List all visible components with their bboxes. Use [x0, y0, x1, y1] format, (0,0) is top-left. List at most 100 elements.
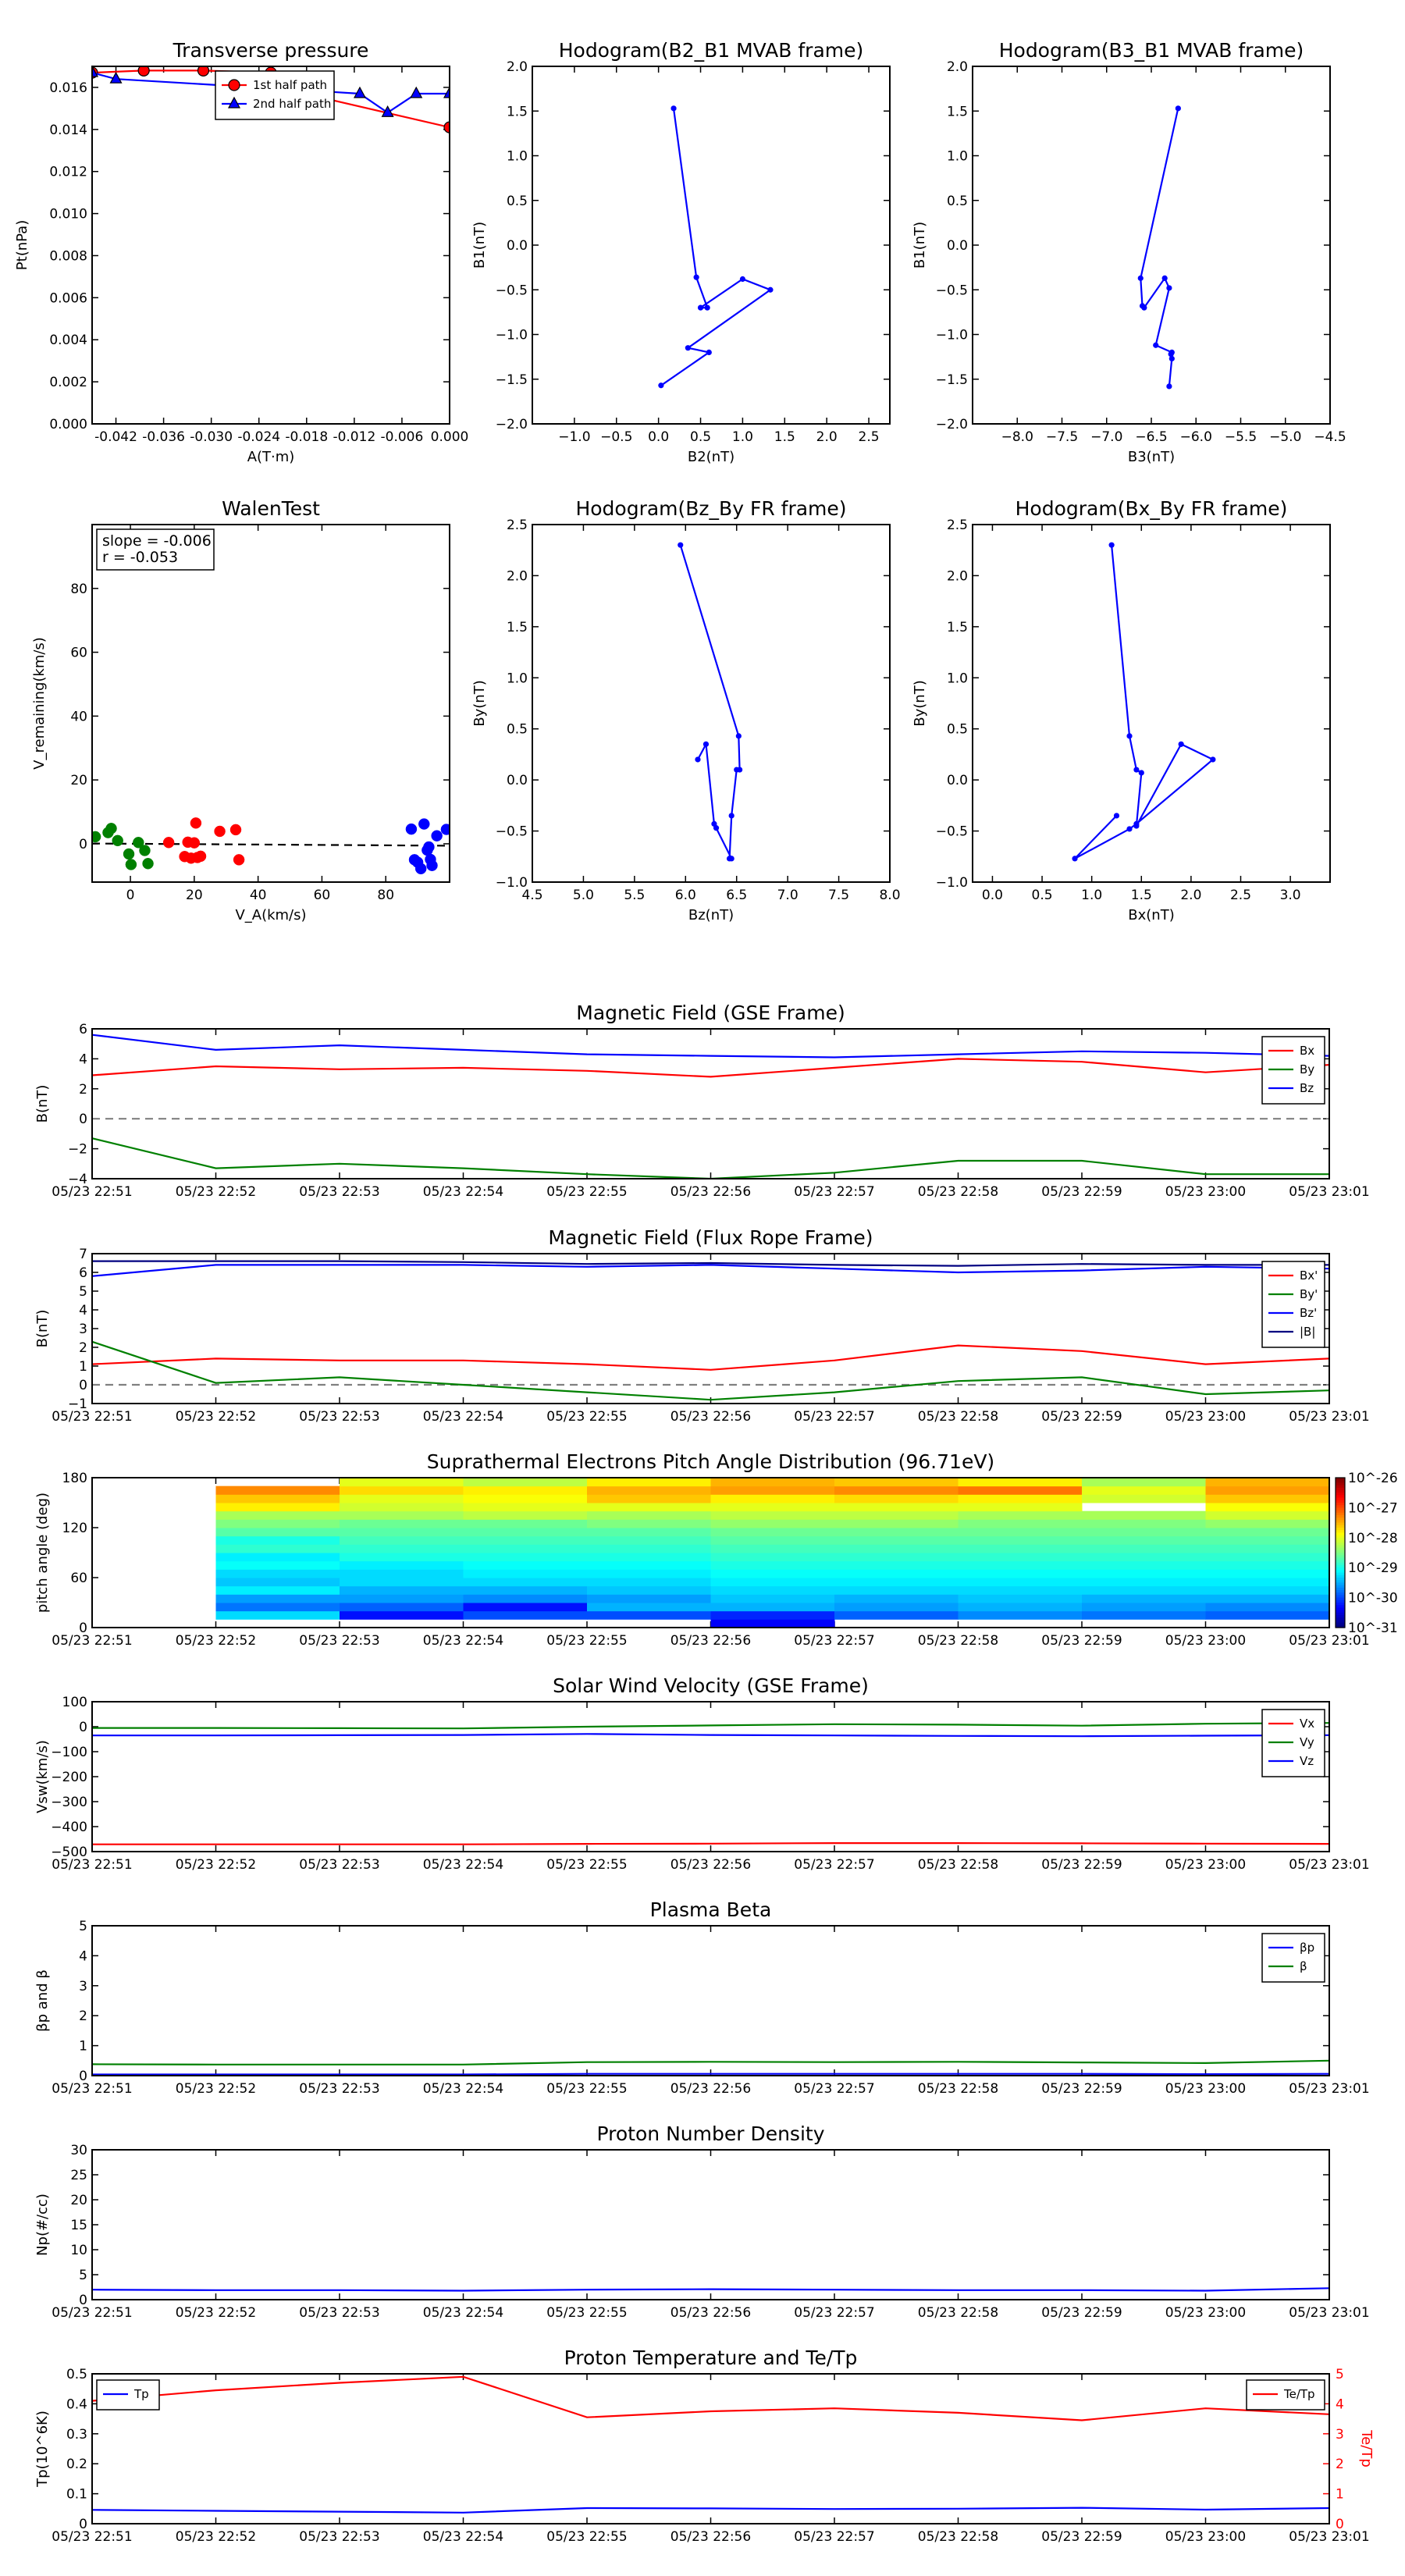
x-tick-label: 05/23 23:01: [1289, 2305, 1369, 2321]
data-point: [1178, 741, 1184, 747]
colorbar-segment: [1336, 1540, 1345, 1543]
x-tick-label: −6.0: [1180, 429, 1212, 445]
x-tick-label: 05/23 23:00: [1165, 1633, 1246, 1649]
x-tick-label: 05/23 22:53: [299, 2529, 379, 2545]
y-axis-label: pitch angle (deg): [34, 1493, 51, 1613]
y-axis-label: V_remaining(km/s): [31, 637, 48, 770]
heatmap-cell: [834, 1560, 959, 1570]
heatmap-cell: [463, 1519, 588, 1528]
heatmap-cell: [1205, 1594, 1330, 1603]
x-tick-label: 05/23 23:00: [1165, 1409, 1246, 1425]
colorbar-segment: [1336, 1487, 1345, 1491]
x-tick-label: 05/23 22:59: [1041, 1184, 1122, 1200]
colorbar-segment: [1336, 1560, 1345, 1564]
panel-title: Transverse pressure: [173, 39, 369, 62]
heatmap-cell: [710, 1494, 835, 1503]
heatmap-cell: [1205, 1494, 1330, 1503]
heatmap-cell: [958, 1560, 1083, 1570]
colorbar-segment: [1336, 1565, 1345, 1568]
heatmap-cell: [1205, 1535, 1330, 1545]
y-tick-label: 2.0: [507, 59, 528, 75]
x-tick-label: 05/23 22:55: [546, 1857, 627, 1873]
heatmap-cell: [834, 1478, 959, 1487]
legend-label: Bx: [1300, 1044, 1314, 1058]
x-tick-label: 05/23 22:51: [52, 1857, 132, 1873]
y-tick-label: −1.5: [936, 372, 968, 388]
x-tick-label: −0.5: [600, 429, 632, 445]
heatmap-cell: [834, 1519, 959, 1528]
x-tick-label: 2.0: [816, 429, 838, 445]
x-tick-label: 0.0: [648, 429, 669, 445]
plot-frame: [91, 1701, 1330, 1852]
x-tick-label: −7.5: [1046, 429, 1078, 445]
heatmap-cell: [340, 1510, 464, 1520]
heatmap-cell: [340, 1485, 464, 1495]
heatmap-cell: [1082, 1519, 1206, 1528]
y-tick-label: 6: [79, 1265, 87, 1281]
y-tick-label: −1: [68, 1397, 87, 1412]
y-tick-label: 0.006: [49, 290, 87, 306]
panel-magnetic_field_gse: Magnetic Field (GSE Frame) 05/23 22:51 05/…: [34, 1002, 1370, 1200]
x-tick-label: 05/23 23:00: [1165, 1184, 1246, 1200]
heatmap-cell: [1082, 1528, 1206, 1537]
y-tick-label: 0.5: [507, 194, 528, 209]
heatmap-cell: [1082, 1535, 1206, 1545]
heatmap-cell: [215, 1485, 340, 1495]
colorbar-segment: [1336, 1607, 1345, 1611]
data-point: [1175, 105, 1181, 112]
heatmap-cell: [834, 1510, 959, 1520]
colorbar-segment: [1336, 1525, 1345, 1528]
data-point: [197, 66, 210, 76]
x-tick-label: 05/23 22:59: [1041, 1409, 1122, 1425]
colorbar-segment: [1336, 1507, 1345, 1511]
colorbar-segment: [1336, 1624, 1345, 1628]
series-line: [92, 1722, 1329, 1730]
heatmap-cell: [958, 1494, 1083, 1503]
x-tick-label: 05/23 22:56: [670, 2081, 751, 2097]
y-axis-label: βp and β: [34, 1969, 51, 2032]
y-tick-label: 1: [79, 2039, 87, 2055]
colorbar-label: 10^-29: [1348, 1560, 1398, 1576]
colorbar-segment: [1336, 1612, 1345, 1616]
heatmap-cell: [587, 1478, 711, 1487]
legend-marker: [228, 79, 240, 91]
legend-label: By: [1300, 1062, 1314, 1076]
heatmap-cell: [1082, 1603, 1206, 1612]
heatmap-cell: [463, 1610, 588, 1620]
x-tick-label: 05/23 22:54: [423, 2529, 503, 2545]
panel-hodogram_b3_b1: Hodogram(B3_B1 MVAB frame) −8.0 −7.5 −7.0 −6…: [912, 39, 1346, 465]
colorbar-segment: [1336, 1482, 1345, 1486]
colorbar-segment: [1336, 1510, 1345, 1514]
heatmap-cell: [834, 1585, 959, 1595]
heatmap-cell: [1082, 1560, 1206, 1570]
panel-walen_test: WalenTest 0 20 40 60 80 0 20 40 60 80 V_A(km/s) V_re…: [31, 497, 450, 923]
data-point: [229, 824, 242, 836]
heatmap-cell: [710, 1603, 835, 1612]
x-tick-label: 05/23 22:57: [794, 1633, 874, 1649]
heatmap-cell: [710, 1594, 835, 1603]
data-point: [353, 86, 366, 98]
heatmap-cell: [587, 1585, 711, 1595]
series-line: [92, 1264, 1329, 1277]
y-axis-label: Tp(10^6K): [34, 2411, 51, 2488]
x-tick-label: 05/23 23:01: [1289, 2081, 1369, 2097]
colorbar-segment: [1336, 1537, 1345, 1541]
heatmap-cell: [587, 1510, 711, 1520]
heatmap-cell: [1205, 1519, 1330, 1528]
x-tick-label: 05/23 22:52: [176, 2305, 256, 2321]
heatmap-cell: [1082, 1569, 1206, 1578]
y-tick-label: 1.5: [947, 620, 968, 635]
heatmap-cell: [215, 1560, 340, 1570]
panel-title: Suprathermal Electrons Pitch Angle Distr…: [427, 1450, 994, 1473]
heatmap-cell: [834, 1553, 959, 1562]
y-tick-label: 2.5: [947, 518, 968, 533]
heatmap-cell: [1082, 1594, 1206, 1603]
y-tick-label: 60: [70, 646, 87, 661]
x-tick-label: 05/23 23:01: [1289, 1857, 1369, 1873]
series-line: [92, 1058, 1329, 1078]
x-tick-label: 2.5: [1230, 888, 1251, 903]
plot-frame: [91, 2149, 1330, 2300]
panel-proton_density: Proton Number Density 05/23 22:51 05/23 22…: [34, 2122, 1370, 2321]
y-tick-label: 180: [62, 1471, 87, 1486]
heatmap-cell: [340, 1519, 464, 1528]
